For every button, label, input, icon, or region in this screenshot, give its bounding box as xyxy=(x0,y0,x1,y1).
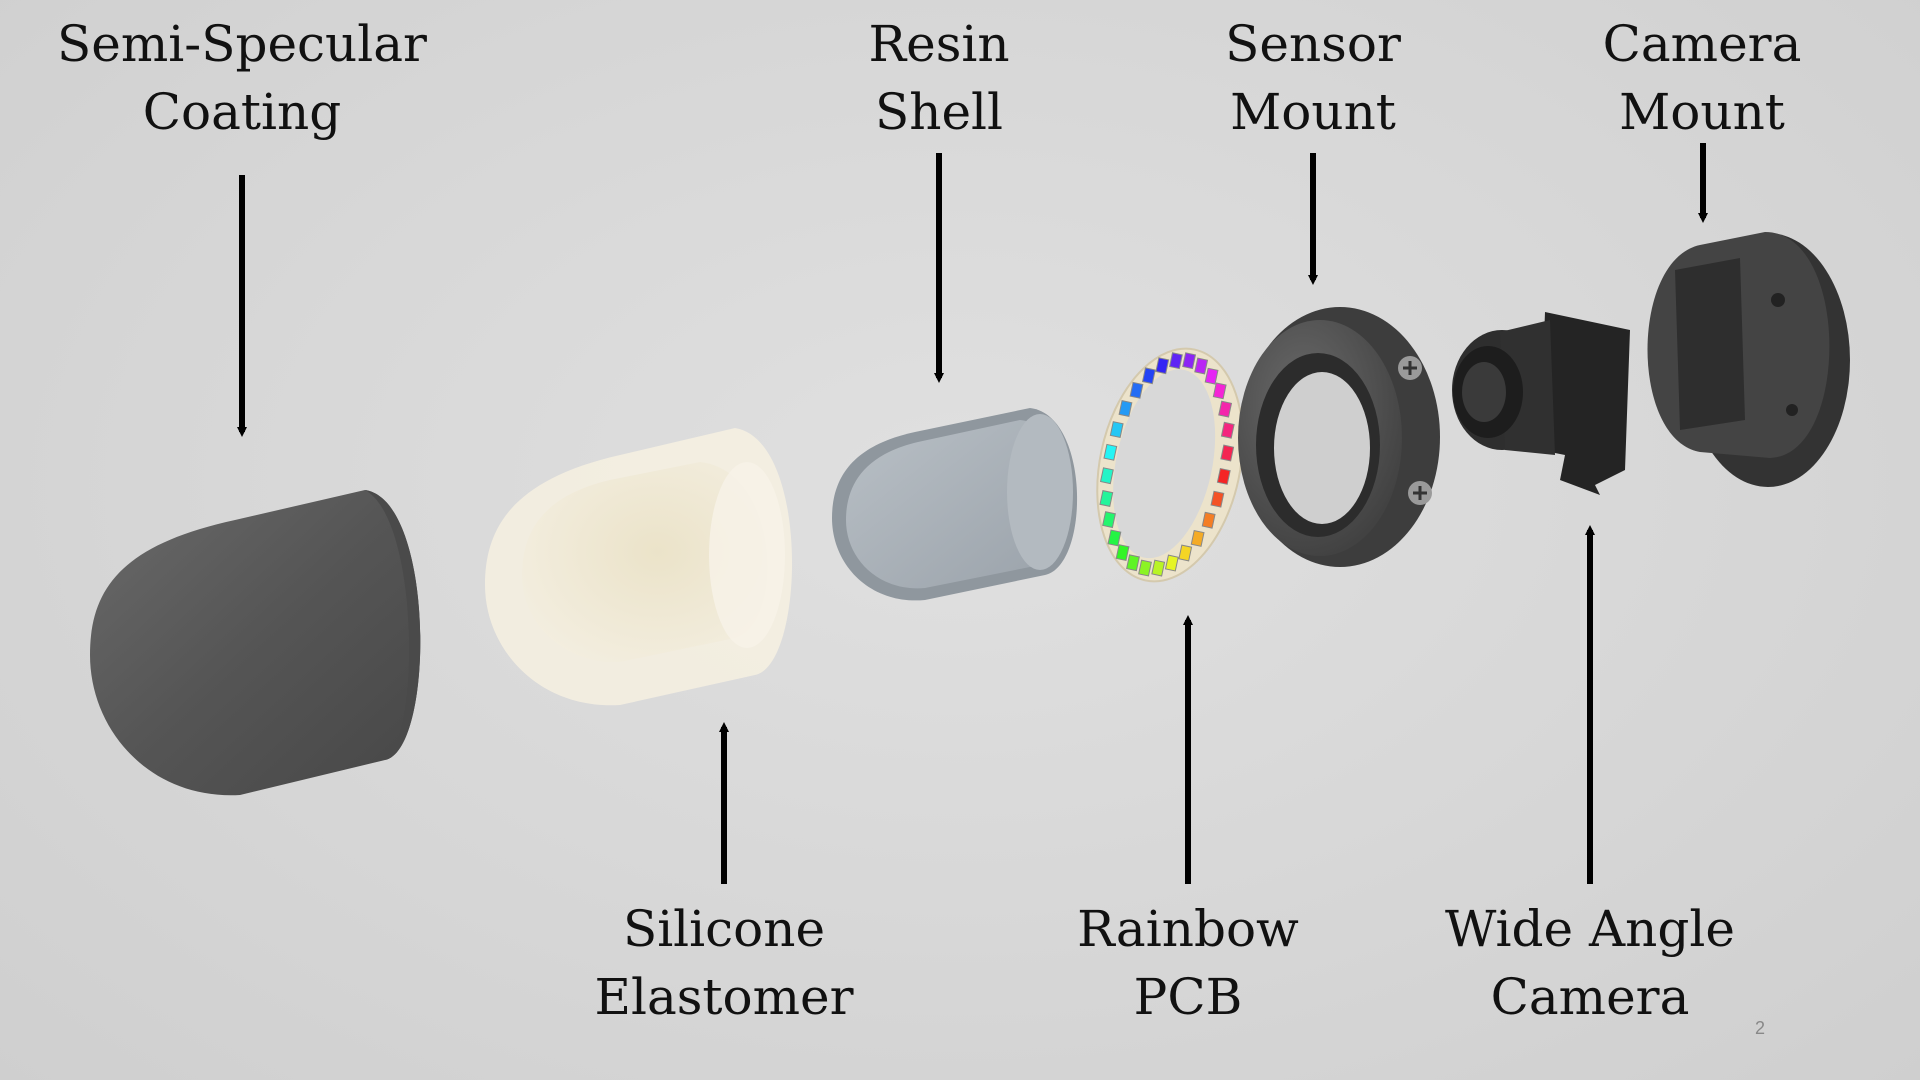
led-segment xyxy=(1129,381,1144,399)
led-segment xyxy=(1220,421,1235,439)
label-line: Semi-Specular xyxy=(57,15,427,73)
led-segment xyxy=(1168,352,1183,370)
label-line: Resin xyxy=(868,15,1010,73)
led-segment xyxy=(1204,367,1219,385)
label-line: Silicone xyxy=(622,900,826,958)
label-line: Wide Angle xyxy=(1445,900,1735,958)
label-line: Elastomer xyxy=(594,968,854,1026)
led-segment xyxy=(1141,367,1156,385)
led-segment xyxy=(1107,529,1122,547)
label-line: Sensor xyxy=(1225,15,1401,73)
led-segment xyxy=(1151,559,1166,577)
led-segment xyxy=(1102,511,1116,529)
led-segment xyxy=(1155,357,1170,375)
label-line: Coating xyxy=(142,83,342,141)
led-segment xyxy=(1109,421,1124,439)
led-segment xyxy=(1194,357,1209,375)
led-segment xyxy=(1190,529,1205,547)
led-segment xyxy=(1164,554,1179,572)
led-segment xyxy=(1126,554,1140,572)
camera-mount-part xyxy=(1647,232,1850,487)
screw-icon xyxy=(1408,481,1432,505)
led-segment xyxy=(1178,544,1193,562)
sensor-mount-part xyxy=(1238,307,1440,567)
led-segment xyxy=(1210,490,1225,508)
led-segment xyxy=(1201,511,1216,529)
label-sensor-mount: Sensor Mount xyxy=(1163,10,1463,146)
led-segment xyxy=(1099,467,1114,485)
label-line: Camera xyxy=(1490,968,1690,1026)
label-line: Shell xyxy=(874,83,1004,141)
led-segment xyxy=(1099,490,1114,507)
arrows xyxy=(237,143,1708,884)
led-segment xyxy=(1115,544,1130,562)
label-line: Mount xyxy=(1230,83,1396,141)
label-semi-specular-coating: Semi-Specular Coating xyxy=(42,10,442,146)
led-segment xyxy=(1218,400,1233,418)
label-line: PCB xyxy=(1133,968,1243,1026)
led-segment xyxy=(1212,382,1227,400)
led-segment xyxy=(1220,444,1235,462)
label-camera-mount: Camera Mount xyxy=(1552,10,1852,146)
label-silicone-elastomer: Silicone Elastomer xyxy=(574,895,874,1031)
resin-shell-part xyxy=(832,408,1078,601)
led-segment xyxy=(1138,559,1152,577)
led-segment xyxy=(1182,352,1197,370)
page-number: 2 xyxy=(1755,1018,1766,1038)
label-wide-angle-camera: Wide Angle Camera xyxy=(1410,895,1770,1031)
silicone-elastomer-part xyxy=(485,428,793,706)
pcb-led-ring xyxy=(1099,352,1235,577)
led-segment xyxy=(1216,467,1231,485)
led-segment xyxy=(1118,400,1133,417)
semi-specular-coating-part xyxy=(90,490,421,796)
label-line: Mount xyxy=(1619,83,1785,141)
rainbow-pcb-part xyxy=(1096,347,1244,583)
wide-angle-camera-part xyxy=(1452,312,1630,495)
label-rainbow-pcb: Rainbow PCB xyxy=(1038,895,1338,1031)
screw-icon xyxy=(1398,356,1422,380)
led-segment xyxy=(1103,443,1118,461)
label-resin-shell: Resin Shell xyxy=(789,10,1089,146)
label-line: Camera xyxy=(1602,15,1802,73)
label-line: Rainbow xyxy=(1077,900,1299,958)
